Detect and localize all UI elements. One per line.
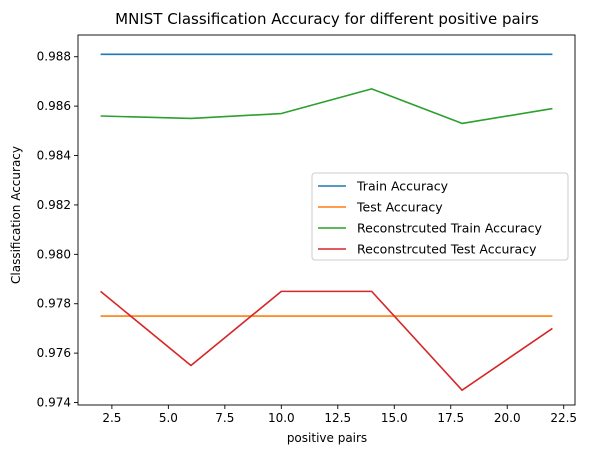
legend-label-2: Reconstrcuted Train Accuracy	[357, 221, 542, 236]
legend: Train Accuracy Test Accuracy Reconstrcuted…	[311, 172, 569, 261]
legend-label-3: Reconstrcuted Test Accuracy	[357, 242, 537, 257]
series-line-3	[100, 290, 553, 391]
plot-area: 2.5 5.0 7.5 10.0 12.5 15.0 17.5 20.0 22.5 0.974 0.…	[37, 34, 577, 425]
x-axis-label: positive pairs	[287, 431, 367, 445]
y-tick-label: 0.988	[37, 50, 71, 64]
y-tick-label: 0.976	[37, 346, 71, 360]
series-line-2	[100, 88, 553, 125]
x-tick-label: 7.5	[215, 411, 234, 425]
x-tick-label: 5.0	[159, 411, 178, 425]
x-tick-label: 10.0	[268, 411, 295, 425]
y-tick-label: 0.978	[37, 297, 71, 311]
y-tick-label: 0.982	[37, 198, 71, 212]
legend-label-1: Test Accuracy	[356, 200, 443, 215]
chart-title: MNIST Classification Accuracy for differ…	[115, 10, 539, 28]
axes-frame	[77, 34, 576, 406]
x-tick-label: 22.5	[550, 411, 577, 425]
x-tick-label: 12.5	[324, 411, 351, 425]
y-tick-label: 0.974	[37, 396, 71, 410]
x-tick-label: 20.0	[494, 411, 521, 425]
x-tick-label: 17.5	[437, 411, 464, 425]
x-tick-label: 2.5	[102, 411, 121, 425]
y-axis-label: Classification Accuracy	[9, 146, 23, 284]
y-tick-label: 0.986	[37, 99, 71, 113]
legend-box	[311, 172, 569, 261]
legend-label-0: Train Accuracy	[356, 179, 449, 194]
y-tick-label: 0.980	[37, 247, 71, 261]
x-tick-label: 15.0	[381, 411, 408, 425]
y-tick-label: 0.984	[37, 149, 71, 163]
